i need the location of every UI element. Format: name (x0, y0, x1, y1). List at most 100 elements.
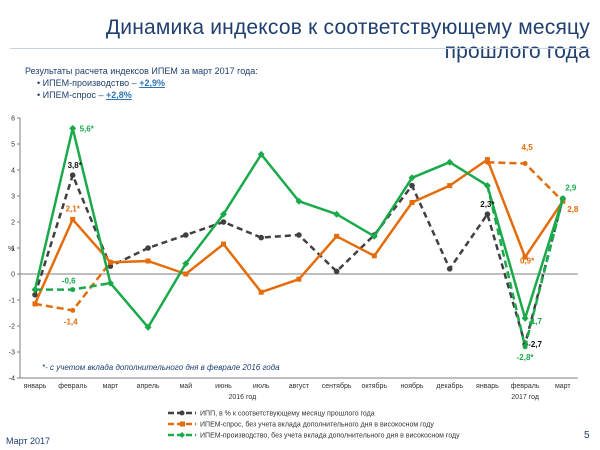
production-data-label: 2,9 (565, 184, 577, 193)
production-data-label: -1,7 (528, 317, 542, 326)
x-tick-label: сентябрь (322, 382, 352, 390)
title-divider (10, 48, 590, 49)
x-tick-label: июль (253, 383, 270, 390)
footer-date: Март 2017 (6, 436, 51, 446)
x-tick-label: январь (24, 383, 47, 390)
ipp-point (333, 268, 340, 275)
chart-footnote: *- с учетом вклада дополнительного дня в… (42, 363, 280, 372)
intro-item-value[interactable]: +2,8% (105, 90, 132, 100)
y-tick-label: -3 (9, 350, 15, 357)
demand-point (371, 253, 377, 259)
production-data-label: 5,6* (80, 124, 95, 133)
y-tick-label: -1 (9, 298, 15, 305)
x-tick-label: ноябрь (400, 382, 423, 390)
ipp-point (32, 292, 38, 298)
demand-adjusted-point (522, 161, 528, 166)
demand-point (70, 216, 76, 222)
intro-item-production: • ИПЕМ-производство – +2,9% (25, 77, 258, 89)
ipp-point (484, 211, 491, 217)
intro-heading: Результаты расчета индексов ИПЕМ за март… (25, 66, 258, 76)
production-point (408, 174, 416, 182)
production-point (370, 232, 378, 240)
demand-data-label: 2,1* (66, 204, 81, 213)
x-tick-label: март (555, 383, 571, 390)
demand-legend-label: ИПЕМ-спрос, без учета вклада дополнитель… (200, 421, 434, 429)
x-tick-label: февраль (511, 383, 540, 390)
demand-point (107, 259, 113, 265)
production-adjusted-line-2017 (486, 185, 565, 348)
production-adjusted-point (70, 287, 76, 293)
intro-item-label: • ИПЕМ-спрос – (37, 90, 106, 100)
y-tick-label: 0 (11, 272, 15, 279)
x-tick-label: апрель (137, 383, 160, 390)
ipp-point (69, 172, 76, 178)
demand-data-label: 4,5 (522, 143, 534, 152)
demand-point (145, 258, 151, 264)
ipp-point (220, 219, 227, 225)
demand-data-label: 0,9* (520, 257, 535, 266)
demand-adjusted-point (70, 307, 76, 313)
x-tick-label: июнь (215, 383, 232, 390)
chart-data-labels: 3,8* 2,3* -2,7 5,6* -0,6 -1,7 -2,8* 2,9 2,1* -1,4… (62, 124, 579, 361)
intro-item-demand: • ИПЕМ-спрос – +2,8% (25, 89, 258, 101)
x-year-label: 2016 год (228, 394, 256, 401)
production-point (220, 210, 227, 218)
ipp-point (258, 234, 265, 241)
production-data-label: -2,8* (517, 353, 535, 362)
production-legend-label: ИПЕМ-производство, без учета вклада допо… (200, 432, 460, 440)
demand-point (484, 157, 490, 163)
x-year-label: 2017 год (511, 394, 539, 401)
chart-series (31, 124, 567, 350)
demand-point (296, 276, 302, 282)
demand-point (221, 241, 226, 247)
y-axis-label: % (8, 246, 14, 253)
demand-data-label: -1,4 (64, 317, 78, 326)
demand-line (33, 158, 564, 305)
demand-adjusted-line-2016 (34, 261, 112, 312)
ipp-point (107, 263, 114, 270)
production-point (295, 197, 303, 205)
production-point (31, 286, 39, 294)
intro-item-label: • ИПЕМ-производство – (37, 78, 140, 88)
ipp-data-label: 2,3* (480, 200, 495, 209)
demand-point (183, 271, 189, 277)
production-point (559, 195, 567, 203)
x-tick-label: февраль (58, 383, 87, 390)
ipp-data-label: -2,7 (528, 340, 542, 349)
production-point (257, 150, 265, 158)
production-adjusted-point (522, 344, 528, 350)
production-point (106, 279, 114, 287)
chart-legend: ИПП, в % к соответствующему месяцу прошл… (168, 410, 460, 440)
production-point (521, 314, 529, 322)
page-number: 5 (584, 430, 590, 441)
production-point (144, 323, 152, 331)
demand-point (522, 254, 528, 260)
ipp-point (446, 266, 453, 272)
x-tick-label: август (289, 383, 310, 390)
y-tick-label: 6 (11, 116, 15, 123)
ipp-legend-marker (179, 410, 185, 416)
ipp-point (183, 232, 189, 238)
x-tick-label: март (103, 383, 119, 390)
chart-axes: -4 -3 -2 -1 0 1 2 3 4 5 6% январь февраль март апрель м… (8, 116, 578, 401)
intro-item-value[interactable]: +2,9% (139, 78, 165, 88)
y-tick-label: -4 (9, 376, 15, 383)
production-point (333, 210, 341, 218)
y-tick-label: 2 (11, 220, 15, 227)
y-tick-label: -2 (9, 324, 15, 331)
ipp-point (296, 232, 302, 238)
demand-point (258, 289, 264, 295)
ipp-point (145, 245, 151, 251)
slide-title: Динамика индексов к соответствующему мес… (105, 16, 590, 63)
intro-block: Результаты расчета индексов ИПЕМ за март… (25, 65, 258, 101)
y-tick-label: 5 (11, 142, 15, 149)
demand-point (334, 233, 340, 239)
demand-data-label: 2,8 (567, 205, 579, 214)
x-tick-label: май (179, 382, 192, 390)
production-line (33, 127, 564, 329)
x-tick-label: декабрь (436, 382, 463, 390)
demand-adjusted-line-2017 (487, 160, 564, 203)
y-tick-label: 4 (11, 168, 15, 175)
x-tick-label: январь (476, 383, 499, 390)
